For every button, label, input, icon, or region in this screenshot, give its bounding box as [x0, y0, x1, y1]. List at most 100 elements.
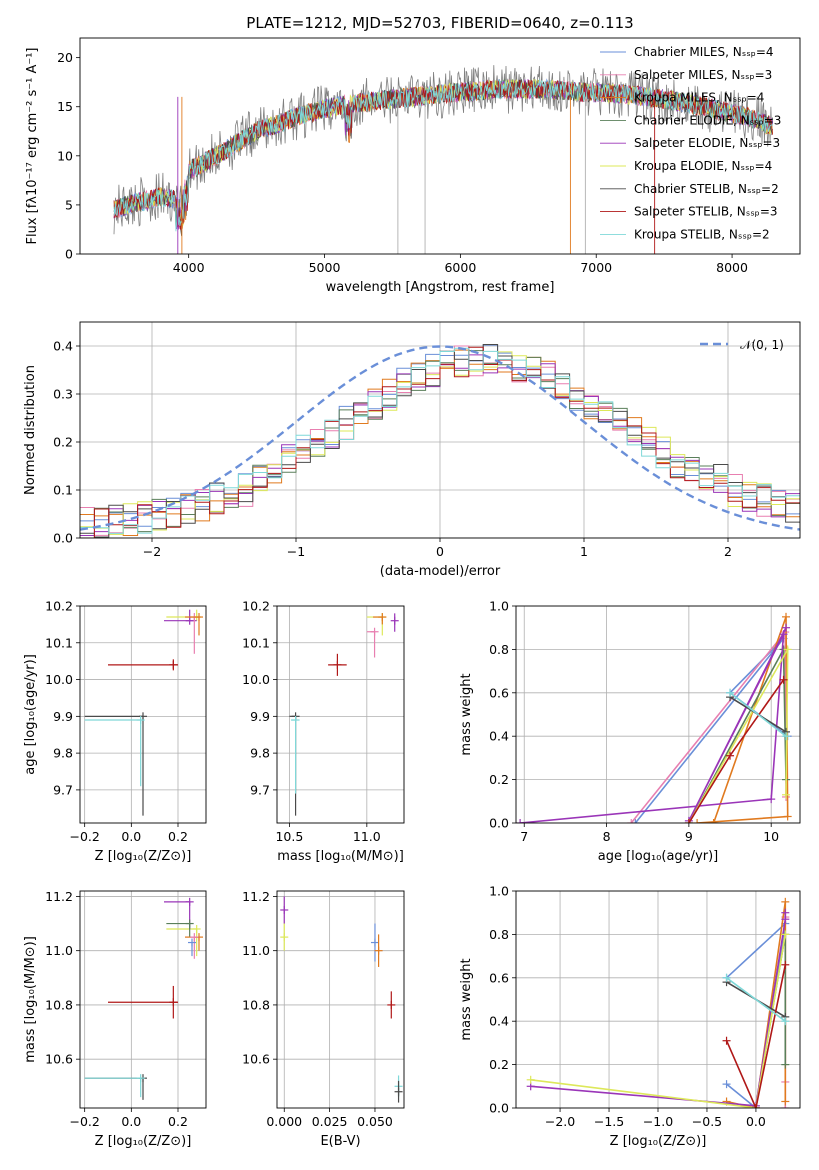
age-weight-series-4 [520, 627, 787, 823]
age-weight-ytick-label: 0.6 [489, 685, 509, 700]
residuals-plot-area [80, 322, 800, 538]
Z-age-ytick-label: 10.0 [45, 672, 73, 687]
residuals-panel: −2 −1 0 1 2 0.0 0.1 0.2 0.3 0.4 (data-model)/error… [23, 321, 801, 579]
ebv-mass-ytick-label: 10.6 [242, 1052, 270, 1067]
Z-mass-point-0 [108, 985, 178, 1019]
mass-age-point-1 [289, 712, 300, 816]
age-weight-ytick-label: 0.8 [489, 642, 509, 657]
ebv-mass-ytick-label: 10.8 [242, 997, 270, 1012]
legend-label-7: Salpeter STELIB, Nₛₛₚ=3 [634, 205, 778, 219]
ebv-mass-xlabel: E(B-V) [320, 1134, 360, 1149]
residuals-ytick-label: 0.3 [53, 387, 73, 402]
legend-normal-label: 𝒩(0, 1) [740, 338, 784, 352]
spectrum-xtick-label: 6000 [444, 260, 476, 275]
mass-age-ytick-label: 9.8 [250, 746, 270, 761]
Z-mass-ytick-label: 10.6 [45, 1052, 73, 1067]
mass-age-ytick-label: 10.2 [242, 599, 270, 614]
hist-kroupa-stelib [80, 347, 800, 534]
ebv-mass-plot-area [277, 891, 404, 1108]
Z-age-point-2 [84, 716, 145, 787]
age-weight-xtick-label: 8 [603, 829, 611, 844]
Z-age-xlabel: Z [log₁₀(Z/Z⊙)] [95, 849, 192, 864]
spectrum-ytick-label: 5 [65, 197, 73, 212]
ebv-mass-point-4 [387, 991, 396, 1019]
mass-age-point-6 [373, 613, 387, 625]
Z-mass-ytick-label: 11.0 [45, 943, 73, 958]
Z-weight-xtick-label: −1.5 [594, 1114, 624, 1129]
legend-label-0: Chabrier MILES, Nₛₛₚ=4 [634, 45, 774, 59]
ebv-mass-ytick-label: 11.2 [242, 889, 270, 904]
mass-age-xlabel: mass [log₁₀(M/M⊙)] [277, 849, 404, 864]
residuals-ytick-label: 0.1 [53, 483, 73, 498]
spectrum-xtick-label: 8000 [716, 260, 748, 275]
legend-label-1: Salpeter MILES, Nₛₛₚ=3 [634, 68, 772, 82]
residuals-ytick-label: 0.0 [53, 531, 73, 546]
mass-age-point-5 [366, 627, 379, 658]
spectrum-ytick-label: 10 [57, 148, 73, 163]
age-weight-plot-area [516, 606, 800, 823]
metallicity-age-panel: −0.2 0.0 0.2 9.7 9.8 9.9 10.0 10.1 10.2 Z [log₁₀(… [23, 599, 207, 864]
spectrum-panel: 4000 5000 6000 7000 8000 0 5 10 15 20 wavelength [… [25, 37, 801, 295]
Z-mass-point-5 [166, 919, 194, 938]
figure-title: PLATE=1212, MJD=52703, FIBERID=0640, z=0… [246, 14, 633, 32]
age-weight-xlabel: age [log₁₀(age/yr)] [598, 849, 719, 864]
legend-label-2: Kroupa MILES, Nₛₛₚ=4 [634, 91, 764, 105]
hist-salpeter-stelib [80, 346, 800, 538]
age-weight-frame [515, 605, 801, 824]
residuals-xlabel: (data-model)/error [380, 564, 501, 579]
spectrum-ylabel: Flux [fλ10⁻¹⁷ erg cm⁻² s⁻¹ A⁻¹] [25, 48, 40, 245]
Z-age-xtick-label: 0.0 [121, 829, 141, 844]
age-weight-ylabel: mass weight [459, 673, 474, 755]
spectrum-xtick-label: 5000 [309, 260, 341, 275]
spectrum-ytick-label: 15 [57, 99, 73, 114]
Z-age-ytick-label: 10.2 [45, 599, 73, 614]
Z-weight-xtick-label: −1.0 [643, 1114, 673, 1129]
age-weight-xtick-label: 7 [520, 829, 528, 844]
mass-age-ytick-label: 9.7 [250, 782, 270, 797]
spectrum-plot-area [113, 65, 773, 254]
spectrum-xtick-label: 4000 [173, 260, 205, 275]
Z-weight-xtick-label: 0.0 [746, 1114, 766, 1129]
ebv-mass-point-3 [374, 934, 383, 967]
residuals-xtick-label: 2 [724, 544, 732, 559]
ebv-mass-ytick-label: 11.0 [242, 943, 270, 958]
Z-age-ytick-label: 9.7 [53, 782, 73, 797]
age-weight-xtick-label: 9 [685, 829, 693, 844]
Z-weight-plot-area [516, 891, 800, 1108]
Z-mass-xlabel: Z [log₁₀(Z/Z⊙)] [95, 1134, 192, 1149]
Z-mass-point-3 [166, 924, 201, 957]
normal-curve [80, 345, 800, 531]
Z-mass-ytick-label: 10.8 [45, 997, 73, 1012]
spectrum-frame [79, 37, 801, 255]
Z-age-xtick-label: 0.2 [168, 829, 188, 844]
Z-weight-frame [515, 890, 801, 1109]
mass-age-point-4 [390, 613, 399, 632]
Z-mass-point-2 [84, 1074, 145, 1098]
ebv-mass-frame [276, 890, 405, 1109]
Z-age-plot-area [80, 606, 206, 823]
mass-age-ytick-label: 10.0 [242, 672, 270, 687]
Z-weight-ytick-label: 0.2 [489, 1057, 509, 1072]
Z-weight-ytick-label: 1.0 [489, 884, 509, 899]
ebv-mass-panel: 0.000 0.025 0.050 10.6 10.8 11.0 11.2 E(B-V) [242, 889, 405, 1149]
Z-age-ytick-label: 9.8 [53, 746, 73, 761]
residuals-ytick-label: 0.4 [53, 339, 73, 354]
Z-mass-plot-area [80, 891, 206, 1108]
legend-label-3: Chabrier ELODIE, Nₛₛₚ=3 [634, 113, 781, 127]
age-weight-ytick-label: 0.4 [489, 729, 509, 744]
legend-label-5: Kroupa ELODIE, Nₛₛₚ=4 [634, 159, 772, 173]
residuals-ytick-label: 0.2 [53, 435, 73, 450]
Z-mass-ylabel: mass [log₁₀(M/M⊙)] [23, 936, 38, 1063]
mass-age-point-0 [328, 653, 347, 676]
mass-age-point-2 [290, 716, 300, 794]
Z-mass-xtick-label: 0.0 [121, 1114, 141, 1129]
Z-age-point-4 [164, 609, 197, 625]
ebv-mass-point-6 [394, 1080, 403, 1103]
Z-mass-xtick-label: −0.2 [69, 1114, 99, 1129]
age-weight-panel: 7 8 9 10 0.0 0.2 0.4 0.6 0.8 1.0 age [log₁₀(age/yr… [459, 599, 801, 864]
Z-weight-ytick-label: 0.8 [489, 927, 509, 942]
Z-weight-ytick-label: 0.6 [489, 970, 509, 985]
Z-weight-xtick-label: −0.5 [692, 1114, 722, 1129]
spectrum-xtick-label: 7000 [580, 260, 612, 275]
